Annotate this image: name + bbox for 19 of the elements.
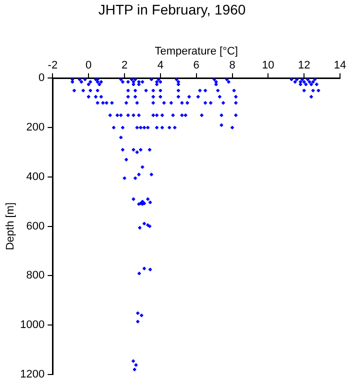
x-axis-title: Temperature [°C] <box>154 45 238 58</box>
y-tick-label: 0 <box>38 72 45 84</box>
x-tick-label: 14 <box>334 60 346 72</box>
chart-title: JHTP in February, 1960 <box>98 1 246 18</box>
x-tick-label: 12 <box>298 60 310 72</box>
x-tick-label: 0 <box>86 60 92 72</box>
y-tick-label: 1000 <box>20 319 45 332</box>
x-tick-label: 6 <box>193 60 200 72</box>
y-tick-label: 200 <box>26 122 45 134</box>
x-tick-label: 10 <box>262 60 274 72</box>
x-tick-label: -2 <box>48 60 58 72</box>
x-tick-label: 8 <box>229 60 236 72</box>
x-tick-label: 2 <box>121 60 128 72</box>
y-tick-label: 400 <box>26 170 45 183</box>
y-tick-label: 800 <box>26 270 45 282</box>
y-tick-label: 600 <box>26 220 45 232</box>
y-tick-label: 1200 <box>20 368 45 380</box>
y-axis-title: Depth [m] <box>4 202 17 250</box>
x-tick-label: 4 <box>157 60 164 72</box>
